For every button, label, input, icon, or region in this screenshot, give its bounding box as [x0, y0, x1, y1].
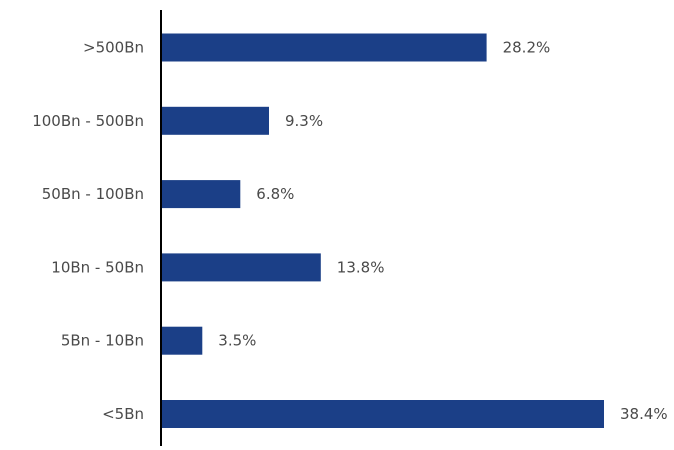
bar	[162, 326, 203, 355]
category-label: 100Bn - 500Bn	[32, 112, 144, 130]
value-labels-group: 28.2% 9.3% 6.8% 13.8% 3.5% 38.4%	[218, 39, 667, 424]
bar	[162, 106, 269, 135]
bar	[162, 253, 321, 282]
category-label: <5Bn	[102, 405, 144, 423]
bar	[162, 180, 241, 209]
value-label: 38.4%	[620, 405, 668, 423]
category-label: 50Bn - 100Bn	[42, 185, 144, 203]
category-label: 10Bn - 50Bn	[51, 258, 144, 276]
bar	[162, 400, 604, 428]
bars-group	[162, 33, 604, 428]
value-label: 28.2%	[503, 39, 551, 57]
bar	[162, 33, 487, 62]
category-label: 5Bn - 10Bn	[61, 332, 144, 350]
value-label: 9.3%	[285, 112, 323, 130]
category-labels-group: >500Bn 100Bn - 500Bn 50Bn - 100Bn 10Bn - 50…	[32, 39, 144, 424]
category-label: >500Bn	[83, 39, 144, 57]
value-label: 6.8%	[256, 185, 294, 203]
value-label: 13.8%	[337, 258, 385, 276]
value-label: 3.5%	[218, 332, 256, 350]
